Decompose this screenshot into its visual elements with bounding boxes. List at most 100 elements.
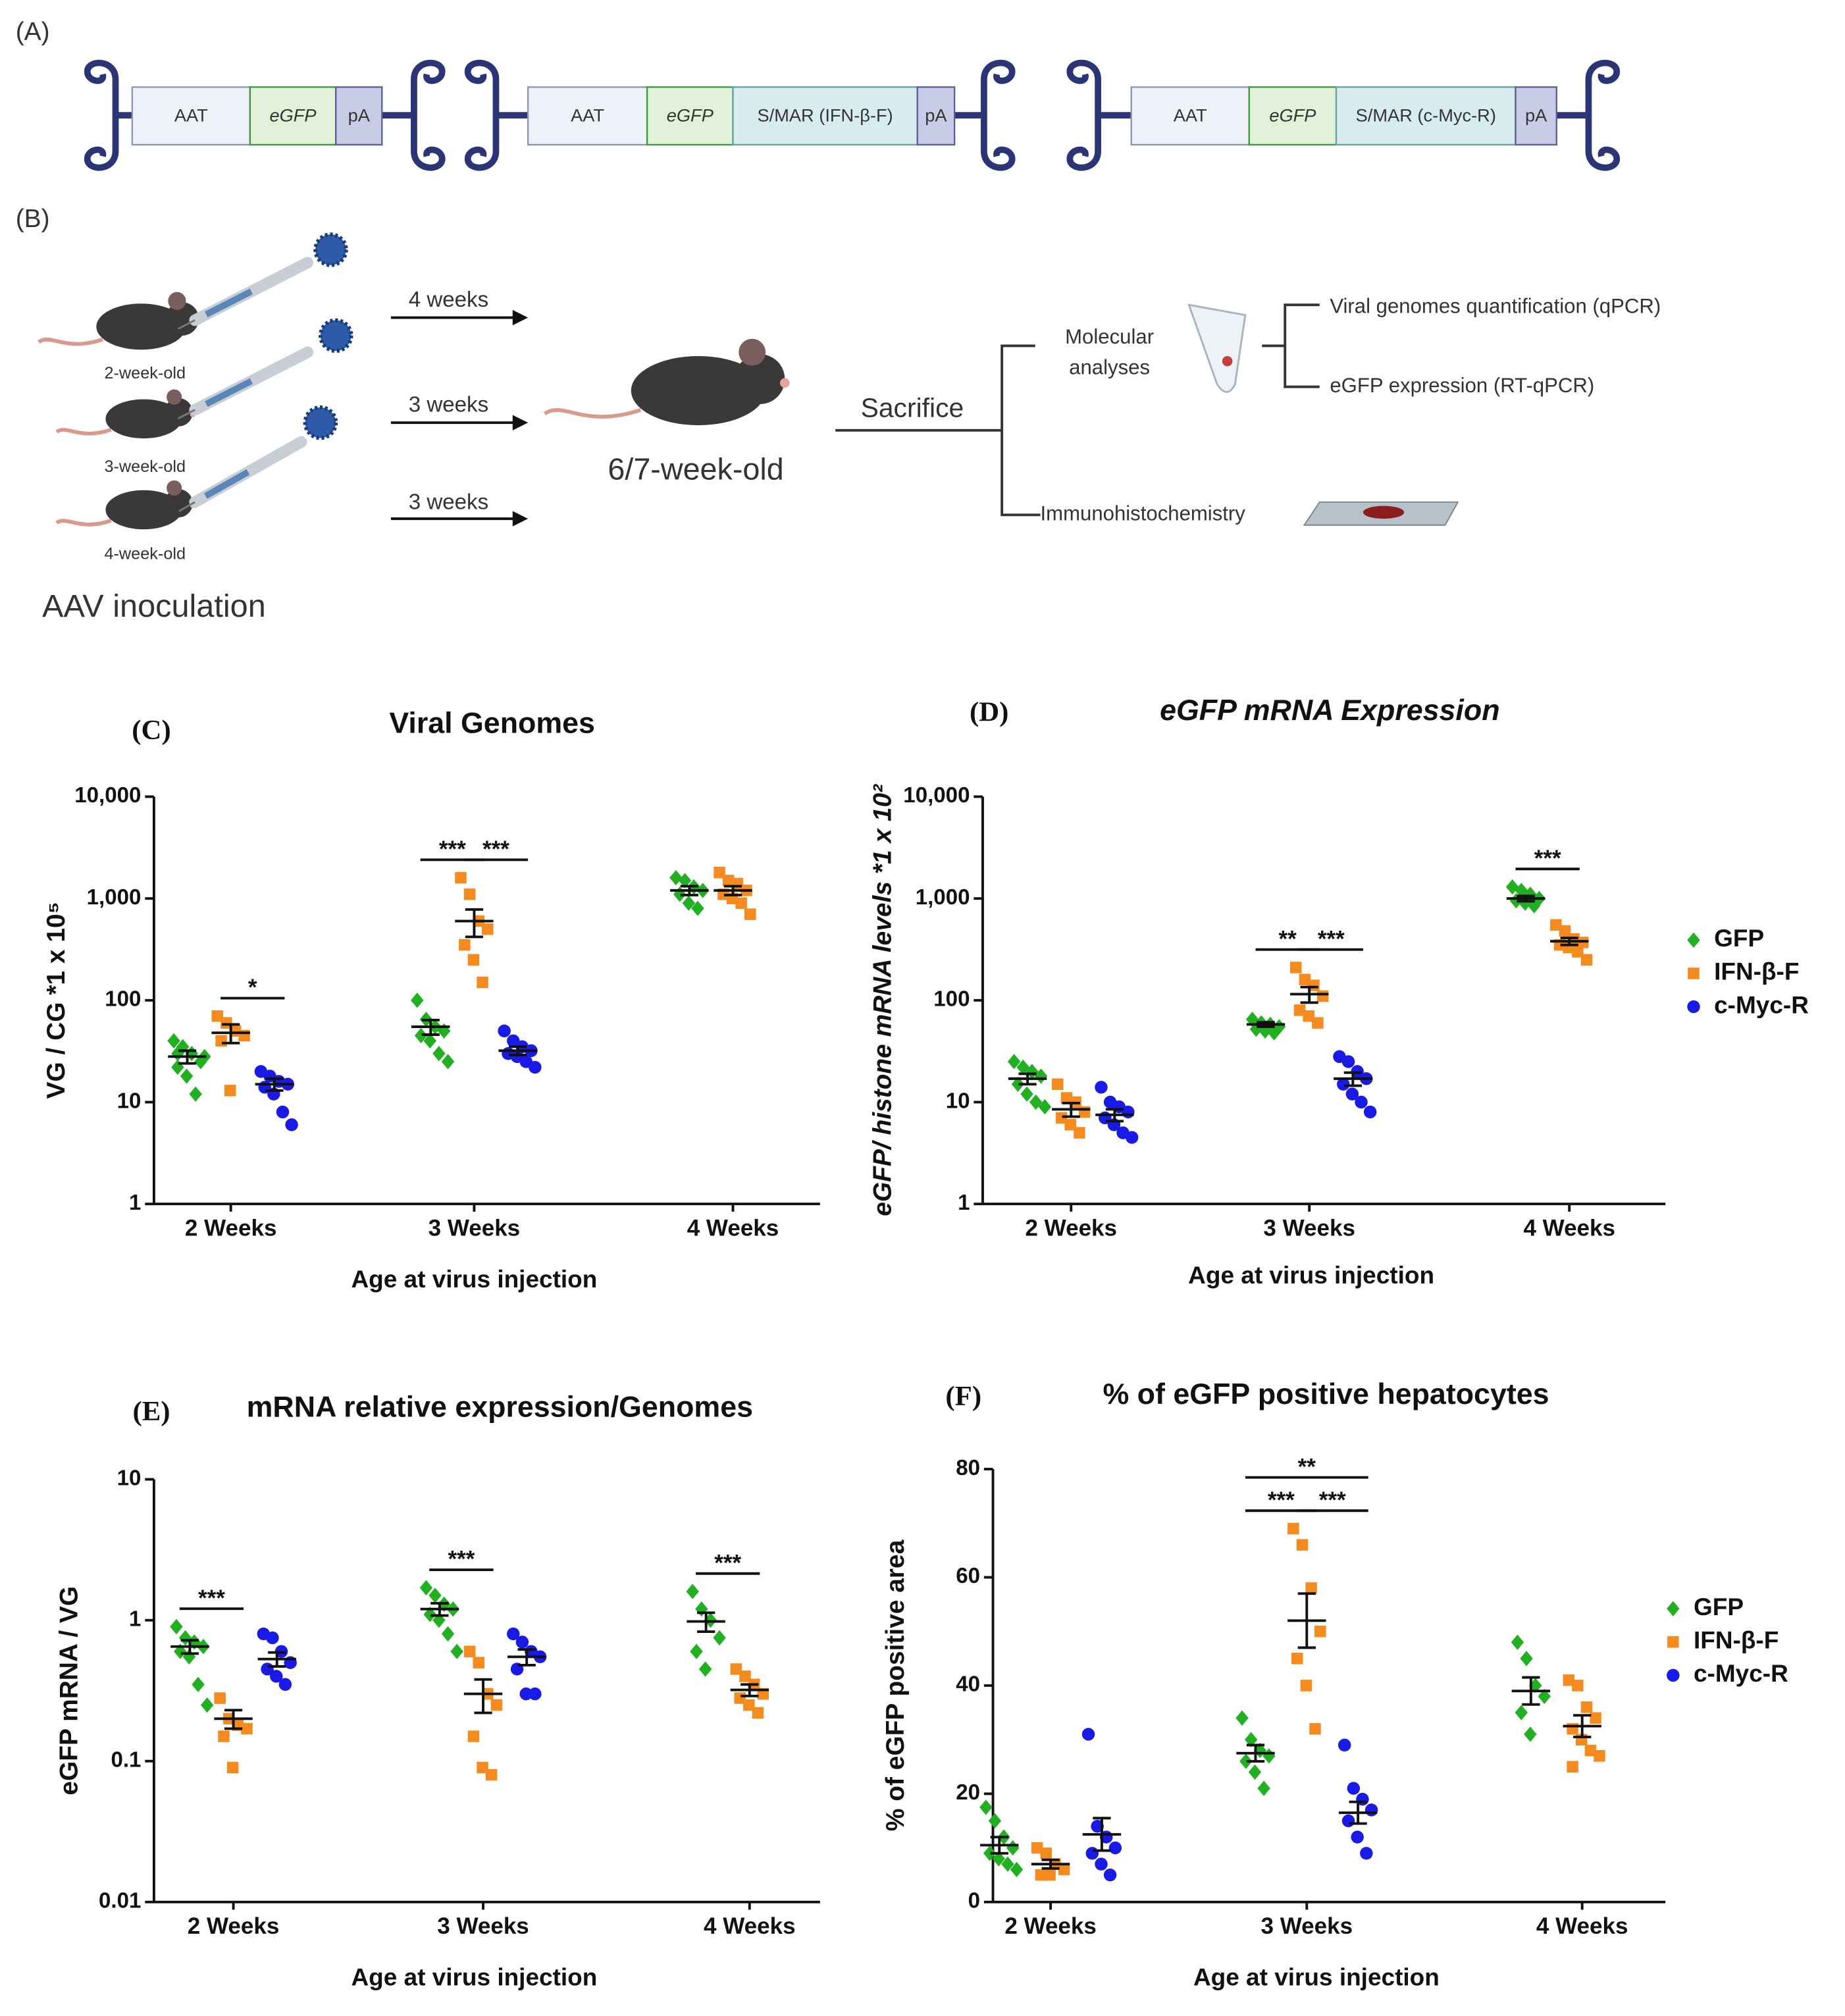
data-point: [221, 1017, 232, 1029]
panel-label: (F): [945, 1381, 981, 1412]
data-point: [752, 1707, 764, 1719]
significance-label: ***: [1268, 1487, 1295, 1513]
data-point: [467, 954, 480, 966]
panel-label: (A): [16, 18, 50, 46]
data-point: [1064, 1119, 1077, 1131]
data-point: [1305, 1582, 1317, 1594]
error-bar: [1349, 1800, 1367, 1825]
data-point: [1052, 1078, 1064, 1091]
data-point: [698, 1661, 712, 1677]
error-bar: [1343, 1071, 1362, 1087]
data-point: [507, 1627, 520, 1641]
data-point: [529, 1687, 542, 1701]
error-bar: [474, 1678, 492, 1715]
data-point: [515, 1636, 529, 1649]
data-point: [432, 1046, 446, 1062]
data-point: [1300, 1680, 1312, 1692]
construct-label: S/MAR (IFN-β-F): [757, 105, 893, 125]
data-point: [189, 1086, 202, 1102]
data-point: [1020, 1086, 1033, 1102]
construct-label: eGFP: [667, 105, 714, 125]
legend-marker: [1688, 968, 1700, 979]
tube: [1187, 303, 1247, 393]
error-bar: [178, 1049, 197, 1065]
x-tick-label: 3 Weeks: [1261, 1913, 1353, 1939]
x-tick-label: 4 Weeks: [1523, 1215, 1615, 1241]
legend-label: c-Myc-R: [1714, 991, 1809, 1018]
data-point: [455, 871, 467, 884]
data-point: [1034, 1068, 1048, 1084]
data-point: [744, 908, 756, 920]
data-point: [1103, 1868, 1117, 1882]
data-point: [1007, 1054, 1021, 1070]
data-point: [1095, 1081, 1108, 1094]
x-tick-label: 2 Weeks: [1004, 1913, 1097, 1939]
data-point: [477, 976, 488, 989]
data-point: [1235, 1710, 1249, 1726]
error-bar: [508, 1045, 527, 1056]
data-point: [170, 1618, 183, 1635]
x-tick-label: 4 Weeks: [687, 1215, 779, 1241]
data-point: [441, 1054, 455, 1070]
mouse-body: [96, 303, 186, 350]
mouse-tail: [38, 337, 103, 346]
data-point: [218, 1730, 230, 1742]
error-bar: [421, 1018, 440, 1036]
data-point: [1550, 919, 1562, 931]
virus: [313, 232, 348, 267]
error-bar: [265, 1077, 284, 1092]
data-point: [1303, 1010, 1314, 1022]
data-point: [1567, 1761, 1578, 1773]
syringe-needle: [178, 501, 195, 512]
data-point: [1095, 1857, 1108, 1871]
data-point: [1355, 1095, 1368, 1109]
data-point: [429, 1588, 442, 1603]
data-point: [211, 1010, 223, 1022]
legend-label: IFN-β-F: [1694, 1627, 1779, 1654]
syringe-needle: [177, 319, 195, 330]
x-tick-label: 2 Weeks: [1025, 1215, 1117, 1241]
data-point: [1081, 1728, 1095, 1741]
error-bar: [180, 1639, 199, 1655]
endpoint-label: 6/7-week-old: [608, 452, 783, 486]
data-point: [1290, 962, 1302, 973]
construct-element: [335, 86, 383, 146]
interval-label: 3 weeks: [409, 490, 488, 515]
data-point: [1293, 1004, 1306, 1016]
x-axis-label: Age at virus injection: [351, 1963, 597, 1990]
virus: [303, 405, 338, 440]
data-point: [1122, 1105, 1135, 1119]
significance-label: ***: [1534, 846, 1561, 871]
panel-label: (C): [132, 715, 170, 746]
data-point: [1078, 1106, 1091, 1118]
y-tick-label: 1: [958, 1191, 970, 1215]
error-bar: [1300, 985, 1318, 1004]
itr: [954, 59, 1016, 171]
data-point: [979, 1799, 993, 1815]
error-bar: [1517, 894, 1535, 903]
x-axis-label: Age at virus injection: [1188, 1262, 1434, 1289]
data-point: [669, 869, 683, 886]
error-bar: [430, 1601, 449, 1617]
x-tick-label: 2 Weeks: [188, 1913, 280, 1939]
error-bar: [1573, 1714, 1592, 1738]
mouse-ear: [168, 292, 186, 310]
data-point: [1055, 1112, 1068, 1124]
error-bar: [517, 1648, 536, 1667]
x-axis-label: Age at virus injection: [351, 1266, 597, 1293]
data-point: [450, 1643, 463, 1659]
error-bar: [1041, 1858, 1060, 1870]
x-tick-label: 3 Weeks: [437, 1913, 529, 1939]
data-point: [1590, 1712, 1601, 1724]
legend-marker: [1667, 1668, 1680, 1682]
error-bar: [1105, 1108, 1124, 1123]
syringe-fluid: [205, 378, 253, 407]
itr: [382, 59, 446, 171]
mouse-ear: [167, 480, 182, 496]
error-bar: [1018, 1072, 1037, 1086]
data-point: [1287, 1522, 1299, 1535]
legend-marker: [1687, 1000, 1700, 1014]
y-axis-label: % of eGFP positive area: [881, 1539, 910, 1831]
data-point: [1515, 1705, 1528, 1720]
error-bar: [1257, 1021, 1275, 1028]
